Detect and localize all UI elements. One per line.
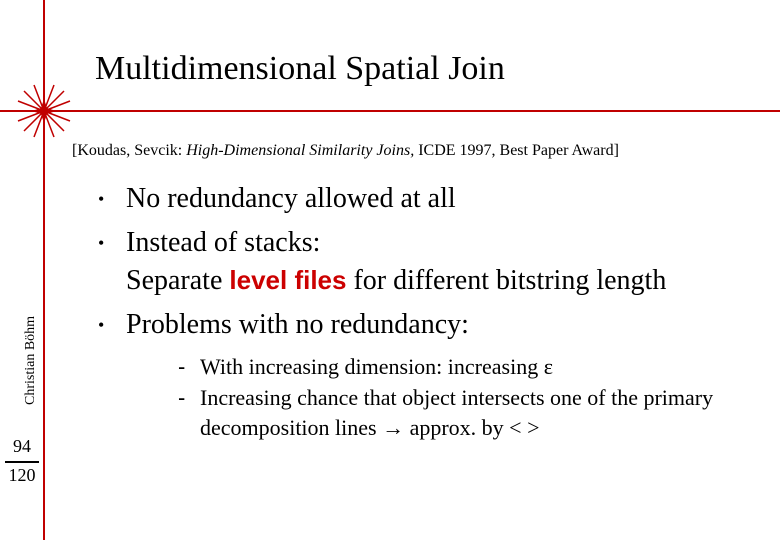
author-label: Christian Böhm — [23, 316, 39, 405]
sub-bullet-text: With increasing dimension: increasing ε — [200, 352, 750, 382]
arrow-icon: → — [382, 415, 404, 440]
bullet-line-b-pre: Separate — [126, 265, 229, 296]
sub-bullet-text: Increasing chance that object intersects… — [200, 383, 750, 442]
sub-bullet-item: - With increasing dimension: increasing … — [172, 352, 750, 382]
dash-icon: - — [172, 352, 200, 382]
bullet-list: • No redundancy allowed at all • Instead… — [92, 180, 750, 445]
reference-line: [Koudas, Sevcik: High-Dimensional Simila… — [72, 142, 619, 160]
bullet-line-a: Instead of stacks: — [126, 227, 320, 258]
bullet-line-b-post: for different bitstring length — [346, 265, 666, 296]
page-current: 94 — [0, 434, 44, 461]
bullet-dot-icon: • — [92, 306, 126, 344]
reference-suffix: ICDE 1997, Best Paper Award] — [414, 142, 619, 159]
dash-icon: - — [172, 383, 200, 413]
slide: Multidimensional Spatial Join [Koudas, S… — [0, 0, 780, 540]
sub-text-post: approx. by < > — [404, 415, 539, 440]
bullet-item: • Instead of stacks: Separate level file… — [92, 224, 750, 300]
bullet-dot-icon: • — [92, 224, 126, 262]
horizontal-rule — [0, 110, 780, 112]
page-number: 94 120 — [0, 434, 44, 490]
page-total: 120 — [0, 463, 44, 490]
bullet-text: No redundancy allowed at all — [126, 180, 750, 218]
bullet-dot-icon: • — [92, 180, 126, 218]
slide-title: Multidimensional Spatial Join — [95, 50, 505, 88]
bullet-text: Instead of stacks: Separate level files … — [126, 224, 750, 300]
sub-bullet-item: - Increasing chance that object intersec… — [172, 383, 750, 442]
reference-prefix: [Koudas, Sevcik: — [72, 142, 186, 159]
bullet-item: • No redundancy allowed at all — [92, 180, 750, 218]
highlight-level-files: level files — [229, 265, 346, 295]
bullet-text: Problems with no redundancy: — [126, 306, 750, 344]
sub-bullet-list: - With increasing dimension: increasing … — [172, 352, 750, 443]
bullet-item: • Problems with no redundancy: — [92, 306, 750, 344]
reference-italic: High-Dimensional Similarity Joins, — [186, 142, 414, 159]
